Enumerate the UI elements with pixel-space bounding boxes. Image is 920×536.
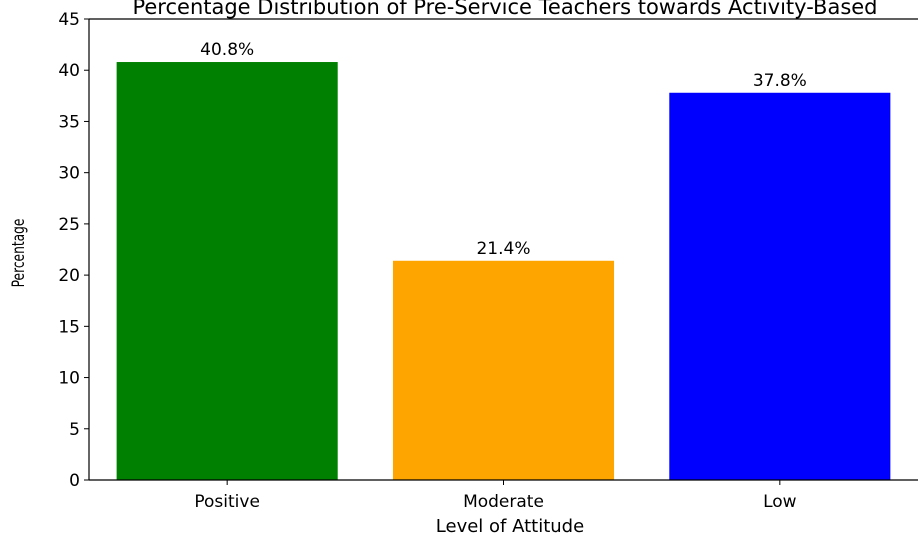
plot-area: 40.8% Positive 21.4% Moderate 37.8% Low 0 5 10 15…: [58, 10, 918, 512]
data-label-low: 37.8%: [753, 71, 807, 91]
x-tick-label-moderate: Moderate: [463, 492, 544, 512]
y-tick-label: 15: [58, 317, 80, 337]
y-tick-label: 10: [58, 369, 80, 389]
y-tick-label: 45: [58, 10, 80, 30]
bar-low: [669, 92, 891, 480]
y-tick-label: 30: [58, 164, 80, 184]
x-axis-label: Level of Attitude: [436, 516, 584, 536]
chart-title: Percentage Distribution of Pre-Service T…: [132, 0, 877, 19]
y-tick-label: 5: [69, 420, 80, 440]
y-tick-label: 25: [58, 215, 80, 235]
y-tick-label: 40: [58, 61, 80, 81]
data-label-positive: 40.8%: [200, 40, 254, 60]
x-tick-label-positive: Positive: [194, 492, 260, 512]
y-axis-label: Percentage: [9, 219, 29, 288]
x-tick-label-low: Low: [763, 492, 797, 512]
bar-moderate: [392, 260, 615, 480]
y-tick-label: 20: [58, 266, 80, 286]
y-tick-label: 35: [58, 112, 80, 132]
bar-positive: [116, 62, 338, 480]
data-label-moderate: 21.4%: [476, 239, 530, 259]
y-tick-label: 0: [69, 471, 80, 491]
